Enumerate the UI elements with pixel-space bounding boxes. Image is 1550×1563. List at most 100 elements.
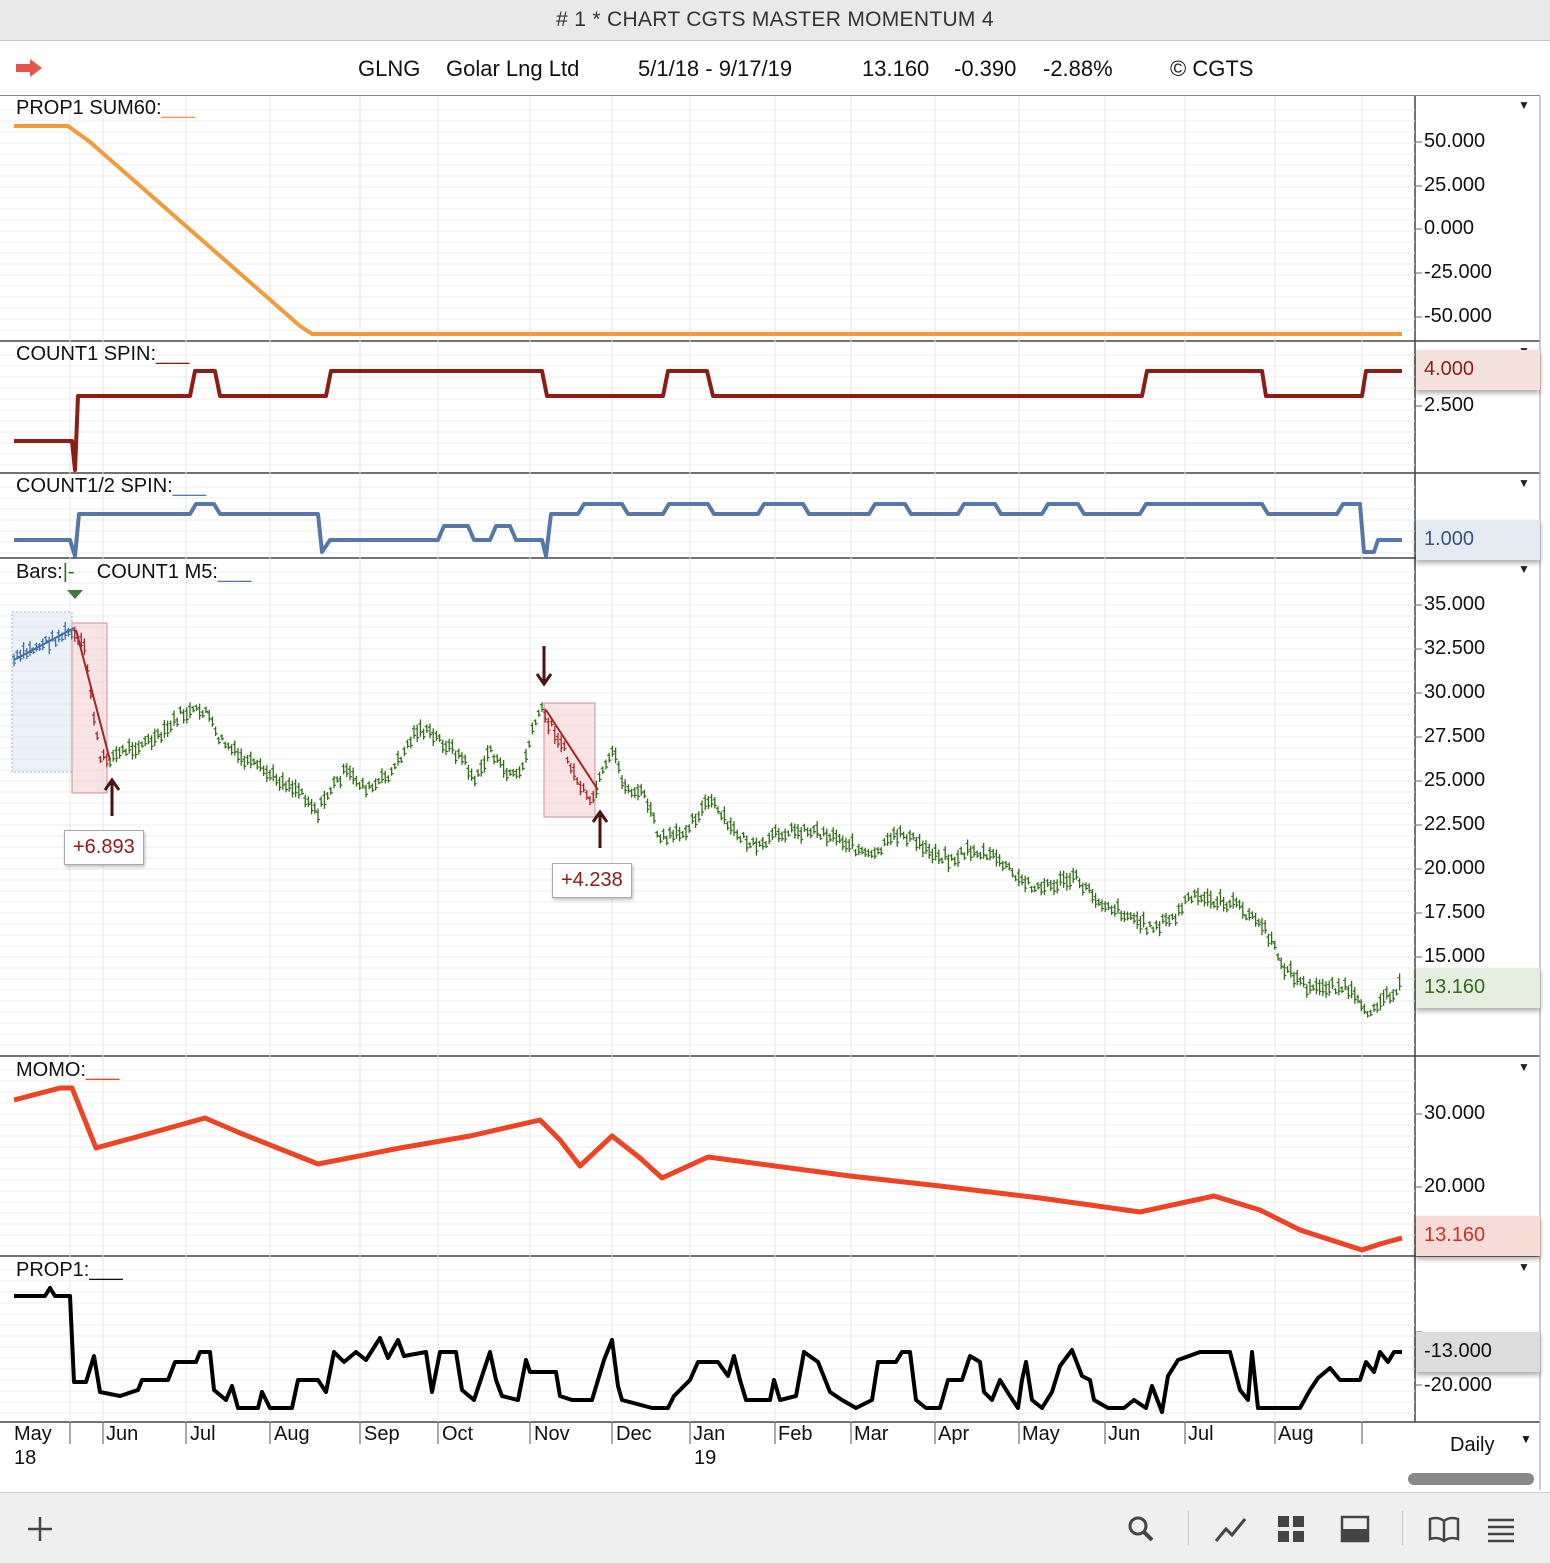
sum60-label-text: PROP1 SUM60: (16, 97, 162, 119)
sum60-tick: 0.000 (1424, 217, 1475, 239)
last-price: 13.160 (862, 56, 930, 81)
x-month-label: Dec (616, 1423, 652, 1445)
price-menu-icon[interactable]: ▼ (1518, 562, 1530, 576)
signal-arrow-head (535, 673, 553, 687)
chart-area[interactable] (0, 0, 1550, 1490)
sum60-menu-icon[interactable]: ▼ (1518, 98, 1530, 112)
count1-spin-label-line: ___ (156, 343, 190, 365)
signal-arrow-head (103, 777, 121, 791)
count12-spin-label-text: COUNT1/2 SPIN: (16, 475, 173, 497)
x-month-label: May (1022, 1423, 1060, 1445)
panel-icon[interactable] (1340, 1515, 1370, 1548)
price-value: 13.160 (1424, 976, 1486, 998)
count1-spin-value: 4.000 (1424, 358, 1475, 380)
price-tick: 32.500 (1424, 637, 1486, 659)
signal-arrow-head (591, 809, 609, 823)
grid-icon[interactable] (1277, 1515, 1305, 1548)
window-titlebar: # 1 * CHART CGTS MASTER MOMENTUM 4 (0, 0, 1550, 41)
price-tick: 22.500 (1424, 813, 1486, 835)
count1-m5-label-line: ___ (217, 561, 252, 583)
sum60-label-line: ___ (161, 97, 195, 119)
red-right-arrow-icon[interactable] (14, 57, 44, 84)
x-month-label: Apr (938, 1423, 970, 1445)
green-marker-icon (67, 590, 83, 599)
x-month-label: Oct (442, 1423, 474, 1445)
price-value-tag: 13.160 (1416, 968, 1540, 1008)
x-month-label: Nov (534, 1423, 570, 1445)
list-icon[interactable] (1486, 1515, 1516, 1548)
price-tick: 25.000 (1424, 769, 1486, 791)
sum60-tick: -25.000 (1424, 261, 1492, 283)
x-month-label: Aug (1278, 1423, 1314, 1445)
bars-marker: |- (62, 561, 75, 583)
trend-line (545, 709, 599, 791)
x-month-label: Feb (778, 1423, 813, 1445)
price-tick: 15.000 (1424, 945, 1486, 967)
bottom-toolbar (0, 1492, 1550, 1563)
count1-m5-label: COUNT1 M5: (96, 561, 218, 583)
copyright: © CGTS (1170, 56, 1254, 81)
x-month-label: May (14, 1423, 52, 1445)
symbol-ticker: GLNG (358, 56, 421, 81)
momo-label-line: ___ (86, 1059, 120, 1081)
count12-spin-menu-icon[interactable]: ▼ (1518, 476, 1530, 490)
x-month-label: Mar (854, 1423, 889, 1445)
sum60-series-line (14, 124, 1402, 336)
sum60-label: PROP1 SUM60:___ (16, 97, 195, 120)
price-tick: 35.000 (1424, 593, 1486, 615)
count1-spin-label-text: COUNT1 SPIN: (16, 343, 157, 365)
momo-value: 13.160 (1424, 1224, 1486, 1246)
plus-icon[interactable] (26, 1515, 54, 1548)
count12-spin-series-line (14, 502, 1402, 558)
selection-box (11, 611, 73, 773)
sum60-tick: 50.000 (1424, 130, 1486, 152)
prop1-menu-icon[interactable]: ▼ (1518, 1260, 1530, 1274)
x-month-label: Sep (364, 1423, 400, 1445)
window-title: # 1 * CHART CGTS MASTER MOMENTUM 4 (556, 8, 994, 31)
momo-tick: 30.000 (1424, 1102, 1486, 1124)
price-label: Bars:|- COUNT1 M5:___ (16, 561, 251, 584)
momo-menu-icon[interactable]: ▼ (1518, 1060, 1530, 1074)
book-icon[interactable] (1428, 1515, 1460, 1548)
trend-line (13, 627, 75, 661)
price-change-percent: -2.88% (1043, 56, 1113, 81)
x-month-label: Jul (190, 1423, 216, 1445)
x-month-label: Aug (274, 1423, 310, 1445)
x-month-label: Jun (106, 1423, 139, 1445)
count1-spin-series-line (14, 369, 1402, 472)
count1-spin-value-tag: 4.000 (1416, 350, 1540, 390)
momo-label: MOMO:___ (16, 1059, 119, 1082)
momo-tick: 20.000 (1424, 1175, 1486, 1197)
prop1-tick: -20.000 (1424, 1374, 1492, 1396)
symbol-name: Golar Lng Ltd (446, 56, 580, 81)
sum60-tick: -50.000 (1424, 305, 1492, 327)
x-month-label: Jun (1108, 1423, 1141, 1445)
momo-label-text: MOMO: (16, 1059, 86, 1081)
symbol-header: GLNG Golar Lng Ltd 5/1/18 - 9/17/19 13.1… (0, 41, 1540, 96)
prop1-value: -13.000 (1424, 1340, 1492, 1362)
prop1-label-text: PROP1: (16, 1259, 90, 1281)
toolbar-separator (1402, 1511, 1403, 1545)
momo-value-tag: 13.160 (1416, 1216, 1540, 1256)
count12-spin-value-tag: 1.000 (1416, 520, 1540, 560)
horizontal-scrollbar[interactable] (1408, 1473, 1534, 1485)
prop1-series-line (14, 1286, 1402, 1414)
prop1-label: PROP1:___ (16, 1259, 123, 1282)
price-change: -0.390 (954, 56, 1017, 81)
search-icon[interactable] (1127, 1515, 1155, 1548)
date-range: 5/1/18 - 9/17/19 (638, 56, 793, 81)
x-year-label: 18 (14, 1447, 37, 1469)
count1-spin-label: COUNT1 SPIN:___ (16, 343, 189, 366)
interval-selector[interactable]: Daily (1450, 1434, 1495, 1456)
x-month-label: Jul (1188, 1423, 1214, 1445)
line-chart-icon[interactable] (1214, 1515, 1248, 1548)
bars-label: Bars: (16, 561, 63, 583)
x-year-label: 19 (694, 1447, 717, 1469)
count12-spin-label-line: ___ (172, 475, 207, 497)
highlight-box (71, 622, 108, 794)
price-tick: 27.500 (1424, 725, 1486, 747)
momo-series-line (13, 1085, 1403, 1253)
interval-menu-icon[interactable]: ▼ (1520, 1432, 1532, 1446)
sum60-tick: 25.000 (1424, 174, 1486, 196)
prop1-value-tag: -13.000 (1416, 1332, 1540, 1372)
